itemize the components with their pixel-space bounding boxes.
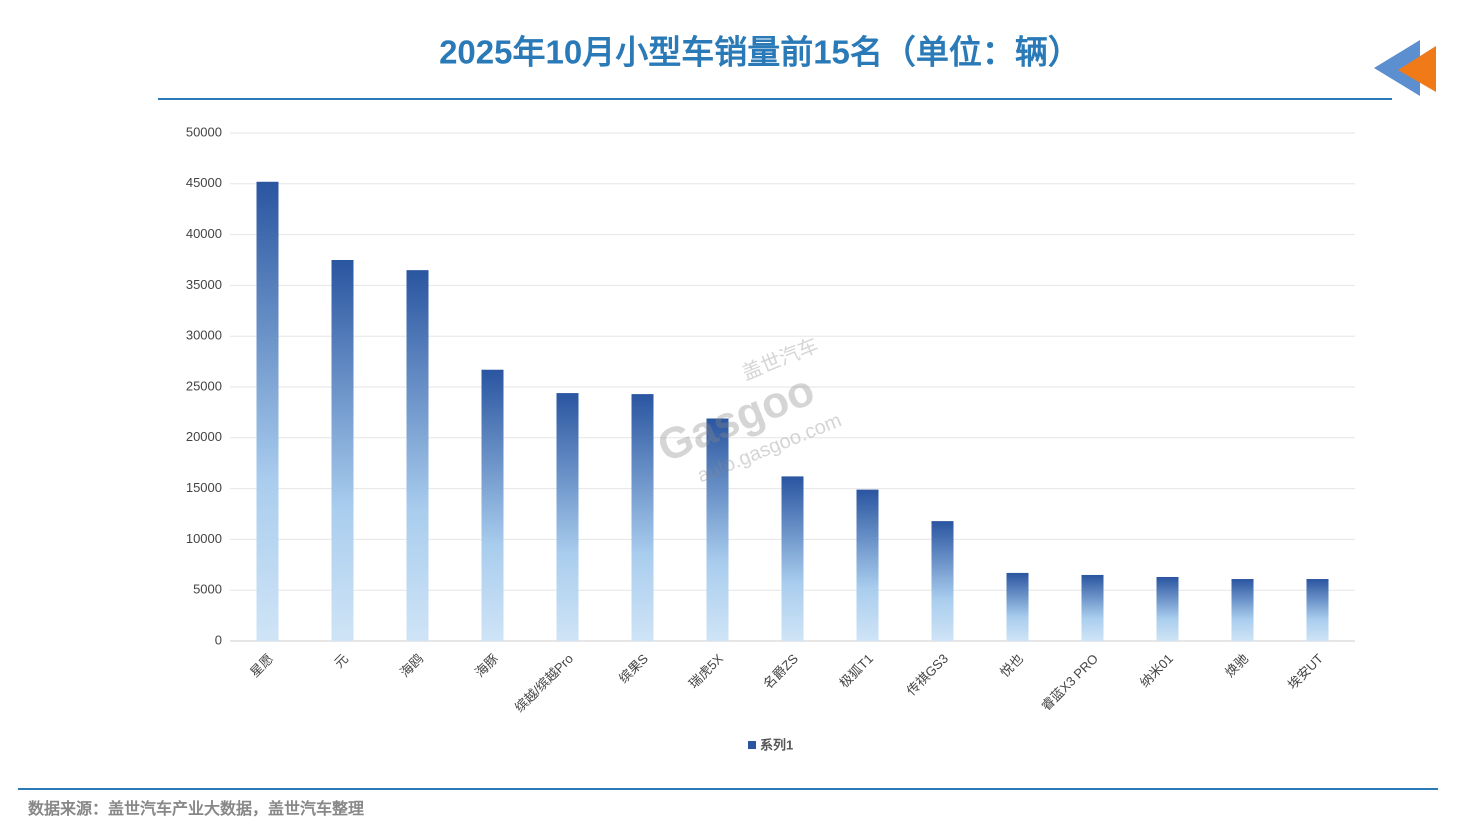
bar xyxy=(931,521,954,641)
y-tick-label: 35000 xyxy=(186,277,222,292)
y-tick-label: 40000 xyxy=(186,226,222,241)
bar xyxy=(556,393,579,641)
logo-arrow xyxy=(1374,40,1420,96)
bar xyxy=(406,270,429,641)
x-tick-label: 传祺GS3 xyxy=(904,651,951,698)
x-tick-label: 星愿 xyxy=(247,651,276,680)
y-tick-label: 0 xyxy=(215,632,222,647)
source-note: 数据来源：盖世汽车产业大数据，盖世汽车整理 xyxy=(28,799,364,818)
bar xyxy=(1306,579,1329,641)
bar xyxy=(631,394,654,641)
logo-arrow xyxy=(1398,46,1436,92)
bar xyxy=(1231,579,1254,641)
x-tick-label: 缤果S xyxy=(616,651,651,686)
x-tick-label: 焕驰 xyxy=(1222,651,1251,680)
legend-label: 系列1 xyxy=(760,737,793,752)
watermark: 盖世汽车 Gasgoo auto.gasgoo.com xyxy=(651,334,845,488)
x-tick-label: 名爵ZS xyxy=(760,651,801,692)
legend-swatch xyxy=(748,741,756,749)
chart-title: 2025年10月小型车销量前15名（单位：辆） xyxy=(439,34,1081,71)
x-tick-label: 缤越/缤越Pro xyxy=(512,651,576,715)
x-tick-label: 埃安UT xyxy=(1285,651,1326,692)
x-tick-label: 海鸥 xyxy=(397,651,426,680)
bar xyxy=(781,476,804,641)
bar xyxy=(331,260,354,641)
bar xyxy=(706,418,729,641)
bar xyxy=(1006,572,1029,641)
y-tick-label: 15000 xyxy=(186,480,222,495)
bar xyxy=(481,369,504,641)
y-tick-label: 5000 xyxy=(193,582,222,597)
x-tick-label: 极狐T1 xyxy=(836,651,876,691)
x-tick-label: 悦也 xyxy=(997,651,1026,680)
y-tick-label: 20000 xyxy=(186,429,222,444)
bar xyxy=(1081,574,1104,641)
y-tick-label: 45000 xyxy=(186,175,222,190)
x-tick-label: 瑞虎5X xyxy=(686,651,726,691)
x-tick-label: 睿蓝X3 PRO xyxy=(1038,651,1101,714)
x-tick-label: 海豚 xyxy=(472,651,501,680)
bar xyxy=(1156,576,1179,641)
x-tick-label: 元 xyxy=(331,651,351,671)
bar xyxy=(256,181,279,641)
y-tick-label: 50000 xyxy=(186,124,222,139)
bar xyxy=(856,489,879,641)
y-tick-label: 10000 xyxy=(186,531,222,546)
y-tick-label: 30000 xyxy=(186,328,222,343)
x-tick-label: 纳米01 xyxy=(1137,651,1176,690)
y-tick-label: 25000 xyxy=(186,378,222,393)
